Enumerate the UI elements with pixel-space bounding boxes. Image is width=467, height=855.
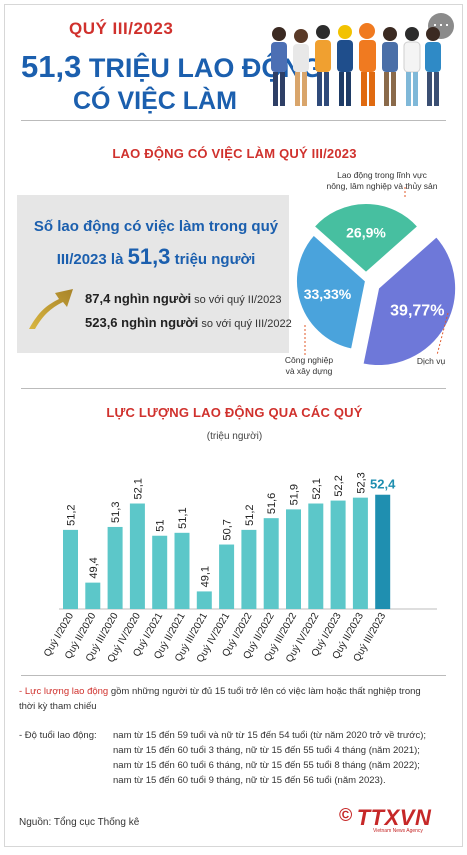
workers-illustration [271, 23, 441, 106]
quarter-title: QUÝ III/2023 [69, 19, 174, 38]
bar [107, 526, 123, 609]
bar [330, 500, 346, 609]
source-text: Nguồn: Tổng cục Thống kê [19, 817, 140, 828]
bar [286, 509, 301, 609]
bar-value-label: 51,1 [177, 507, 189, 528]
pie-slice [312, 202, 420, 275]
bar [152, 535, 168, 609]
headline-number: 51,3 [21, 49, 82, 84]
bar-value-label: 52,2 [333, 475, 345, 496]
bar [174, 532, 190, 609]
bar [263, 518, 279, 609]
pie-label-industry: Công nghiệp và xây dựng [273, 355, 345, 377]
bar [219, 544, 235, 609]
pie-label-agri: Lao động trong lĩnh vực nông, lâm nghiệp … [307, 170, 457, 192]
ttxvn-logo: © TTXVN Vietnam News Agency [339, 805, 431, 834]
pie-label-agri-l2: nông, lâm nghiệp và thủy sản [326, 181, 438, 191]
pie-label-agri-l1: Lao động trong lĩnh vực [337, 170, 427, 180]
bar [196, 591, 212, 609]
notes-age-label: - Độ tuổi lao động: [19, 730, 97, 741]
bar [85, 582, 101, 609]
bar [308, 503, 324, 609]
notes-age-line: nam từ 15 đến 59 tuổi và nữ từ 15 đến 54… [113, 730, 427, 741]
notes-age-line: nam từ 15 đến 60 tuổi 9 tháng, nữ từ 15 … [113, 775, 386, 786]
summary-title-pre: Số lao động có việc làm trong quý III/20… [33, 218, 279, 268]
bar [241, 529, 257, 609]
bar [352, 497, 368, 609]
stat-qoq-value: 87,4 nghìn người [85, 291, 192, 306]
bar [375, 494, 391, 609]
infographic: ⋯ QUÝ III/2023 51,3 TRIỆU LAO ĐỘNG CÓ VI… [4, 4, 463, 847]
summary-title-post: triệu người [170, 251, 256, 268]
stat-yoy-text: so với quý III/2022 [198, 318, 292, 330]
divider-middle [21, 388, 446, 389]
notes-term: Lực lượng lao động [24, 686, 109, 697]
bar-value-label: 52,4 [370, 477, 396, 492]
bar-value-label: 51,2 [244, 504, 256, 525]
bar-value-label: 49,1 [199, 566, 211, 587]
pie-label-services: Dịch vụ [416, 356, 446, 366]
chart-unit: (triệu người) [206, 431, 263, 442]
bar-value-label: 51 [155, 519, 167, 531]
bar-value-label: 49,4 [88, 557, 100, 578]
stat-yoy: 523,6 nghìn người so với quý III/2022 [85, 315, 292, 330]
pie-chart: 26,9% 39,77% 33,33% [295, 187, 458, 365]
bar [129, 503, 145, 609]
logo-text: TTXVN [356, 805, 432, 830]
notes-age-line: nam từ 15 đến 60 tuổi 3 tháng, nữ từ 15 … [113, 745, 420, 756]
stat-yoy-value: 523,6 nghìn người [85, 315, 199, 330]
summary-box [17, 195, 289, 353]
pie-slice [361, 234, 458, 365]
pie-slice-label: 26,9% [346, 224, 386, 240]
bar-value-label: 50,7 [222, 519, 234, 540]
bar-value-label: 51,3 [110, 502, 122, 523]
bar-value-label: 52,1 [132, 478, 144, 499]
bar-value-label: 52,3 [355, 472, 367, 493]
pie-label-industry-l1: Công nghiệp [284, 355, 334, 365]
pie-leader-line [436, 312, 449, 356]
pie-slice-label: 39,77% [390, 303, 444, 320]
headline-line2: CÓ VIỆC LÀM [73, 87, 237, 115]
notes-definition-text: gồm những người từ đủ 15 tuổi trở lên có… [108, 686, 421, 697]
stat-qoq-text: so với quý II/2023 [191, 294, 282, 306]
bar-value-label: 52,1 [311, 478, 323, 499]
notes-age-line: nam từ 15 đến 60 tuổi 6 tháng, nữ từ 15 … [113, 760, 420, 771]
bar-value-label: 51,9 [289, 484, 301, 505]
notes-definition: - Lực lượng lao động gồm những người từ … [19, 684, 451, 714]
section-title-employed: LAO ĐỘNG CÓ VIỆC LÀM QUÝ III/2023 [112, 146, 357, 161]
arrow-up-icon [29, 289, 73, 329]
divider-top [21, 120, 446, 121]
pie-slice [295, 233, 368, 351]
section-title-labor-force: LỰC LƯỢNG LAO ĐỘNG QUA CÁC QUÝ [106, 405, 363, 420]
notes-dash: - [19, 686, 25, 697]
summary-title: Số lao động có việc làm trong quý III/20… [23, 212, 289, 275]
logo-subtext: Vietnam News Agency [373, 828, 423, 834]
bar [63, 529, 78, 609]
divider-bottom [21, 675, 446, 676]
bar-value-label: 51,2 [66, 504, 78, 525]
pie-label-industry-l2: và xây dựng [285, 366, 333, 376]
stat-qoq: 87,4 nghìn người so với quý II/2023 [85, 291, 281, 306]
notes-age-lines: nam từ 15 đến 59 tuổi và nữ từ 15 đến 54… [113, 728, 426, 788]
copyright-symbol: © [339, 805, 353, 825]
notes-definition-text-2: thời kỳ tham chiếu [19, 701, 97, 712]
summary-title-value: 51,3 [127, 244, 171, 269]
bar-value-label: 51,6 [266, 493, 278, 514]
pie-slice-label: 33,33% [304, 286, 352, 302]
